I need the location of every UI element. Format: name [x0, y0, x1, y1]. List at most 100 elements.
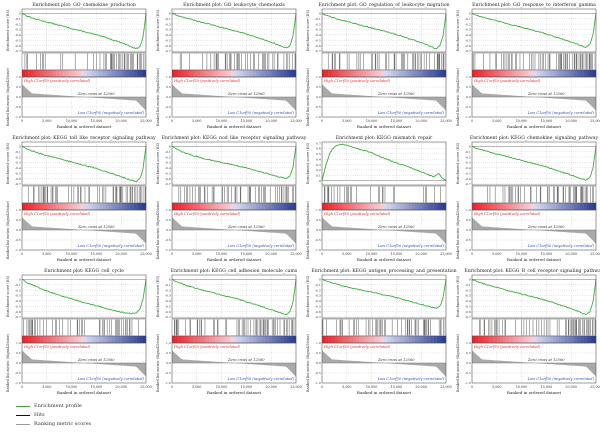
- es-ytick-label: -0.7: [315, 49, 321, 53]
- ranking-gradient-segment: [574, 70, 578, 77]
- ranking-gradient-segment: [577, 336, 581, 343]
- hits-frame: [471, 318, 597, 337]
- ranking-gradient-segment: [442, 70, 447, 77]
- ranking-gradient-segment: [353, 336, 357, 343]
- xtick-label: 15,000: [391, 385, 403, 389]
- xtick-label: 15,000: [541, 252, 553, 256]
- ranking-gradient-segment: [261, 336, 266, 343]
- ranking-gradient-segment: [552, 203, 556, 210]
- es-ytick-label: 0.5: [316, 152, 321, 156]
- ranking-gradient-segment: [46, 70, 51, 77]
- ranking-gradient-segment: [87, 70, 91, 77]
- xlabel: Ranked in ordered dataset: [207, 390, 262, 395]
- metric-ytick-label: 0.5: [466, 218, 471, 222]
- ranking-gradient-segment: [589, 203, 594, 210]
- es-ytick-label: -0.1: [315, 283, 321, 287]
- ranking-gradient-segment: [108, 203, 113, 210]
- xtick-label: 15,000: [241, 385, 253, 389]
- ranking-gradient-segment: [402, 203, 406, 210]
- metric-ytick-label: 1.0: [16, 75, 21, 79]
- ranking-gradient-segment: [274, 336, 278, 343]
- xtick-label: 0: [471, 252, 473, 256]
- xtick-label: 25,000: [590, 385, 600, 389]
- xtick-label: 10,000: [366, 252, 378, 256]
- xtick-label: 0: [21, 252, 23, 256]
- high-correlation-label: High C1orf50 (positively correlated): [23, 79, 91, 83]
- ranking-gradient-segment: [478, 203, 482, 210]
- ranking-gradient-segment: [512, 70, 516, 77]
- ranking-gradient-segment: [286, 336, 290, 343]
- ranking-gradient-segment: [40, 203, 44, 210]
- metric-ytick-label: -1.0: [465, 381, 471, 385]
- ranking-gradient-segment: [124, 336, 128, 343]
- ranking-gradient-segment: [524, 70, 528, 77]
- high-correlation-label: High C1orf50 (positively correlated): [473, 212, 541, 216]
- ranking-gradient-segment: [475, 203, 479, 210]
- ranking-gradient-segment: [218, 336, 222, 343]
- ranking-gradient-segment: [172, 203, 176, 210]
- ranking-gradient-segment: [255, 336, 259, 343]
- xtick-label: 25,000: [440, 252, 452, 256]
- es-ytick-label: -0.2: [465, 22, 471, 26]
- ranking-gradient-segment: [421, 203, 425, 210]
- ranking-gradient-segment: [124, 203, 128, 210]
- ranking-gradient-segment: [359, 203, 363, 210]
- ranking-gradient-segment: [393, 336, 397, 343]
- metric-ytick-label: 1.0: [16, 208, 21, 212]
- ranking-gradient-segment: [436, 70, 440, 77]
- ranking-gradient-segment: [175, 203, 179, 210]
- xtick-label: 20,000: [565, 119, 577, 123]
- ranking-gradient-segment: [384, 70, 388, 77]
- ranking-gradient-segment: [206, 203, 210, 210]
- ranking-gradient-segment: [390, 70, 394, 77]
- ranking-gradient-segment: [343, 70, 347, 77]
- panel-title: Enrichment plot: KEGG_antigen_processing…: [311, 268, 456, 274]
- ranking-gradient-segment: [565, 203, 569, 210]
- ranking-gradient-segment: [218, 70, 222, 77]
- ranking-gradient-segment: [334, 203, 338, 210]
- ranking-gradient-segment: [415, 70, 419, 77]
- ranking-gradient-segment: [527, 70, 532, 77]
- ranking-gradient-segment: [190, 203, 194, 210]
- ranking-gradient-segment: [515, 336, 519, 343]
- metric-ytick-label: 0.5: [166, 85, 171, 89]
- ranking-gradient-segment: [111, 336, 116, 343]
- ranking-gradient-segment: [221, 70, 225, 77]
- ranking-gradient-segment: [31, 70, 35, 77]
- ranking-gradient-segment: [499, 336, 504, 343]
- xtick-label: 0: [471, 119, 473, 123]
- metric-ytick-label: 0.0: [316, 95, 321, 99]
- metric-ytick-label: -1.0: [465, 115, 471, 119]
- xtick-label: 10,000: [216, 252, 228, 256]
- metric-ytick-label: 1.0: [466, 75, 471, 79]
- gsea-panel-6: Enrichment plot: KEGG_nod_like_receptor_…: [156, 135, 307, 262]
- ranking-gradient-segment: [93, 70, 97, 77]
- metric-ylabel: Ranked list metric (Signal2Noise): [6, 333, 10, 392]
- ranking-gradient-segment: [209, 203, 213, 210]
- ranking-gradient-segment: [586, 336, 590, 343]
- ranking-gradient-segment: [234, 203, 238, 210]
- ranking-gradient-segment: [187, 336, 191, 343]
- ranking-gradient-segment: [118, 203, 122, 210]
- metric-ytick-label: 0.5: [16, 218, 21, 222]
- xtick-label: 20,000: [565, 252, 577, 256]
- ranking-gradient-segment: [252, 203, 256, 210]
- ranking-gradient-segment: [53, 336, 57, 343]
- metric-ytick-label: 0.0: [166, 228, 171, 232]
- ranking-gradient-segment: [530, 336, 535, 343]
- ranking-gradient-segment: [512, 203, 516, 210]
- ranking-gradient-segment: [196, 70, 201, 77]
- ranking-gradient-segment: [325, 336, 329, 343]
- xlabel: Ranked in ordered dataset: [57, 124, 112, 129]
- metric-ylabel: Ranked list metric (Signal2Noise): [156, 333, 160, 392]
- high-correlation-label: High C1orf50 (positively correlated): [23, 212, 91, 216]
- enrichment-profile-line: [21, 278, 147, 315]
- ranking-metric-area: [472, 350, 596, 377]
- metric-plot-frame: [471, 342, 597, 384]
- legend-label-ranking-metric-scores: Ranking metric scores: [34, 421, 92, 427]
- panel-title: Enrichment plot: KEGG_cell_cycle: [44, 268, 124, 274]
- es-ytick-label: -0.7: [15, 315, 21, 319]
- es-ytick-label: -0.7: [165, 49, 171, 53]
- ranking-gradient-segment: [408, 203, 413, 210]
